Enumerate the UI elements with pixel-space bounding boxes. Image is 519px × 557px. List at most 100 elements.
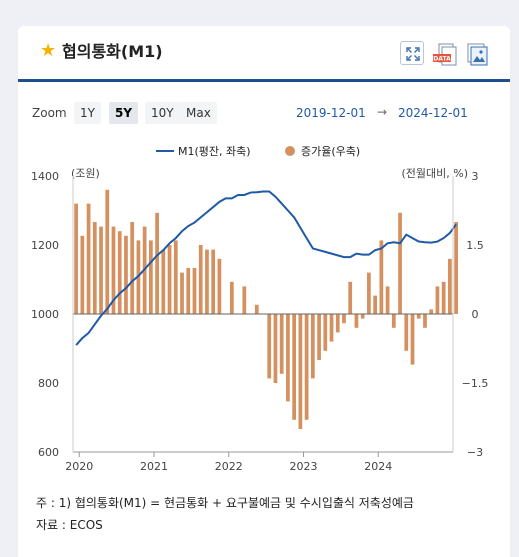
bar	[117, 231, 122, 314]
legend-bar-swatch	[285, 146, 295, 156]
bar	[391, 314, 396, 328]
bar	[360, 314, 365, 319]
header-divider	[18, 79, 510, 82]
bar	[267, 314, 272, 379]
bar	[379, 240, 384, 314]
data-badge-text: DATA	[433, 56, 451, 63]
bar	[441, 281, 446, 314]
expand-icon	[406, 47, 420, 61]
bar	[254, 304, 259, 314]
bar	[416, 314, 421, 319]
chart-card: ★ 협의통화(M1) DATA	[18, 26, 510, 557]
bar	[286, 314, 290, 402]
image-download-icon	[467, 43, 488, 66]
bar	[149, 240, 153, 314]
bar	[111, 226, 116, 314]
bar	[448, 258, 452, 314]
bar	[292, 314, 297, 420]
right-tick-label: 1.5	[466, 239, 484, 252]
chart-title: 협의통화(M1)	[62, 42, 163, 61]
m1-line	[75, 190, 457, 346]
bar	[92, 222, 97, 314]
source-note: 자료 : ECOS	[36, 518, 103, 532]
card-header: ★ 협의통화(M1) DATA	[18, 26, 510, 80]
bar	[74, 203, 78, 314]
bar	[198, 245, 203, 314]
bar	[205, 249, 209, 314]
left-axis-unit: (조원)	[71, 167, 100, 180]
x-axis: 2020 2021 2022 2023 2024	[65, 452, 392, 473]
bar	[192, 268, 197, 314]
bar	[423, 314, 427, 328]
zoom-10y-button[interactable]: 10Y	[145, 102, 180, 124]
expand-button[interactable]	[400, 41, 424, 65]
bar	[273, 314, 278, 383]
bar	[186, 268, 191, 314]
bar	[398, 212, 402, 314]
bar	[348, 281, 353, 314]
bar	[410, 314, 415, 365]
x-tick-label: 2020	[65, 460, 93, 473]
bar	[279, 314, 284, 374]
right-tick-label: 3	[472, 170, 479, 183]
bar-series	[74, 189, 458, 429]
legend: M1(평잔, 좌축) 증가율(우축)	[156, 145, 360, 158]
bar	[354, 314, 359, 328]
bar	[298, 314, 303, 429]
right-axis-unit: (전월대비, %)	[401, 167, 468, 180]
bar	[373, 295, 377, 314]
zoom-label: Zoom	[32, 106, 67, 120]
left-tick-label: 800	[38, 377, 59, 390]
range-start-date[interactable]: 2019-12-01	[296, 106, 366, 120]
legend-bar-label: 증가율(우축)	[301, 145, 360, 158]
bar	[211, 249, 216, 314]
range-arrow: →	[377, 105, 388, 119]
range-end-date[interactable]: 2024-12-01	[398, 106, 468, 120]
x-tick-label: 2024	[364, 460, 392, 473]
x-tick-label: 2023	[289, 460, 317, 473]
bar	[229, 281, 234, 314]
download-image-button[interactable]	[464, 41, 488, 66]
bar	[124, 235, 128, 314]
bar	[80, 235, 85, 314]
data-download-icon: DATA	[433, 43, 457, 66]
bar	[99, 226, 103, 314]
bar	[86, 203, 91, 314]
bar	[385, 286, 390, 314]
zoom-5y-button[interactable]: 5Y	[109, 102, 139, 124]
left-tick-label: 600	[38, 446, 59, 459]
bar	[242, 286, 247, 314]
left-tick-label: 1000	[31, 308, 59, 321]
bar	[173, 240, 178, 314]
download-data-button[interactable]: DATA	[432, 41, 457, 66]
bar	[335, 314, 340, 333]
left-axis: 600 800 1000 1200 1400	[31, 170, 59, 459]
right-axis: −3 −1.5 0 1.5 3	[462, 170, 489, 459]
star-icon[interactable]: ★	[40, 40, 57, 61]
right-tick-label: −3	[467, 446, 483, 459]
bar	[155, 212, 159, 314]
bar	[130, 222, 135, 314]
chart-plot: M1(평잔, 좌축) 증가율(우축) (조원) (전월대비, %) 600 800…	[31, 145, 489, 473]
left-tick-label: 1400	[31, 170, 59, 183]
legend-line-label: M1(평잔, 좌축)	[178, 145, 251, 158]
bar	[435, 286, 440, 314]
bar	[404, 314, 409, 351]
bar	[310, 314, 315, 379]
bar	[323, 314, 328, 351]
x-tick-label: 2022	[215, 460, 243, 473]
bar	[180, 272, 184, 314]
bar	[217, 258, 222, 314]
bar	[105, 189, 110, 314]
zoom-max-button[interactable]: Max	[180, 102, 217, 124]
right-tick-label: −1.5	[462, 377, 489, 390]
bar	[342, 314, 346, 324]
bar	[454, 222, 458, 314]
bar	[429, 309, 434, 314]
bar	[317, 314, 321, 360]
bar	[304, 314, 309, 420]
left-tick-label: 1200	[31, 239, 59, 252]
zoom-1y-button[interactable]: 1Y	[74, 102, 101, 124]
x-tick-label: 2021	[140, 460, 168, 473]
bar	[329, 314, 334, 342]
